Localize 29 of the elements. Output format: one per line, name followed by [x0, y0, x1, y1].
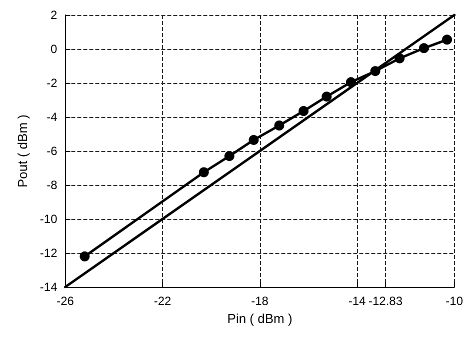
point [370, 66, 380, 76]
point [394, 53, 405, 64]
y-tick-label: -14 [40, 280, 58, 294]
point [322, 92, 332, 102]
x-axis-title: Pin ( dBm ) [227, 310, 292, 326]
y-tick-label: -6 [46, 144, 58, 158]
point [224, 151, 234, 162]
x-tick-label: -22 [154, 294, 172, 308]
y-tick-label: 2 [50, 8, 58, 22]
point [298, 106, 309, 116]
point [442, 34, 452, 45]
x-tick-label: -18 [251, 294, 269, 308]
x-tick-label: -26 [56, 294, 74, 308]
y-tick-label: -8 [46, 178, 58, 192]
y-tick-label: 0 [50, 42, 58, 56]
x-tick-label: -12.83 [368, 294, 403, 308]
point [80, 251, 90, 262]
x-tick-label: -14 [348, 294, 366, 308]
point [274, 120, 284, 130]
x-tick-label: -10 [446, 294, 464, 308]
point [418, 43, 429, 54]
point [198, 167, 209, 178]
y-tick-label: -4 [46, 110, 58, 124]
y-tick-label: -2 [46, 76, 58, 90]
y-tick-label: -10 [40, 212, 58, 226]
y-tick-label: -12 [40, 246, 58, 260]
point [346, 77, 356, 88]
y-axis-title: Pout ( dBm ) [15, 114, 30, 188]
point [248, 134, 259, 145]
